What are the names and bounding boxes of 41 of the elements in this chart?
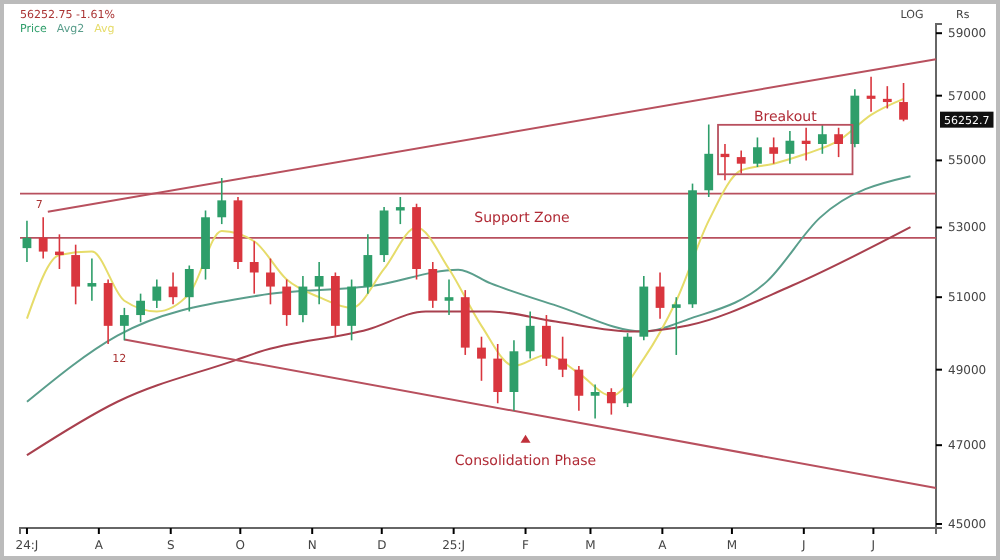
candlestick xyxy=(606,387,616,416)
line-series xyxy=(25,226,912,457)
candlestick xyxy=(444,278,454,316)
candlestick xyxy=(119,307,129,342)
line-series xyxy=(25,175,912,403)
candlestick xyxy=(71,243,81,306)
candlestick xyxy=(801,126,811,162)
candlestick xyxy=(314,261,324,306)
candlestick xyxy=(266,257,275,306)
candlestick xyxy=(38,216,48,260)
candlestick xyxy=(347,278,357,342)
candlestick xyxy=(899,82,908,123)
candlestick xyxy=(882,85,892,110)
candlestick xyxy=(493,343,503,405)
candlestick xyxy=(785,130,795,165)
candlestick xyxy=(217,177,227,225)
candlestick xyxy=(834,126,843,158)
candlestick xyxy=(477,335,486,382)
candlestick xyxy=(249,240,259,295)
candlestick xyxy=(525,310,535,360)
candlestick xyxy=(704,123,714,198)
candlestick xyxy=(87,257,97,302)
candlestick xyxy=(736,149,746,175)
candlestick xyxy=(542,314,551,367)
candlestick xyxy=(769,136,779,165)
candlestick xyxy=(152,278,162,309)
candlestick xyxy=(509,339,519,412)
candlestick xyxy=(363,233,373,295)
candlestick xyxy=(590,383,600,420)
candlestick xyxy=(671,296,681,356)
candlestick xyxy=(136,292,145,324)
candlestick xyxy=(428,261,438,309)
candlestick xyxy=(379,206,389,263)
candlestick xyxy=(817,123,827,155)
candlestick xyxy=(753,136,762,168)
candlestick xyxy=(574,365,584,412)
candlestick xyxy=(395,196,405,225)
candlestick xyxy=(282,278,292,327)
candlestick xyxy=(558,335,568,378)
candlestick xyxy=(184,264,194,313)
candlestick xyxy=(103,278,113,345)
